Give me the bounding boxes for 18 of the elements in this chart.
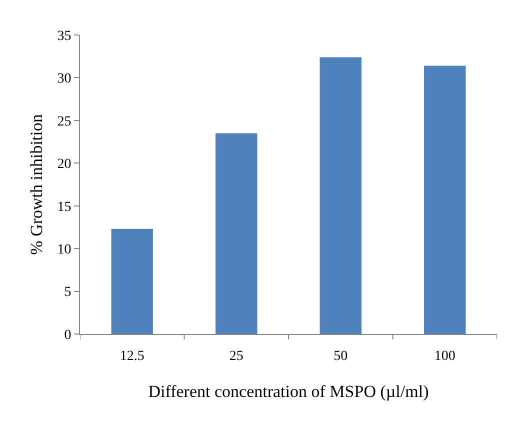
y-tick-label: 35 (57, 28, 72, 44)
y-tick-label: 10 (57, 242, 72, 258)
y-tick-label: 30 (57, 72, 72, 87)
x-axis-title: Different concentration of MSPO (µl/ml) (148, 382, 429, 402)
y-tick-label: 5 (64, 285, 72, 300)
y-tick-label: 0 (64, 328, 72, 343)
y-tick-label: 20 (57, 157, 72, 172)
y-axis-title: % Growth inhibition (26, 114, 46, 255)
bar (111, 228, 153, 334)
x-tick-label: 12.5 (120, 348, 144, 364)
bar (216, 133, 258, 334)
x-tick-label: 100 (434, 348, 456, 364)
x-tick-label: 25 (229, 348, 244, 364)
y-tick-label: 15 (57, 200, 72, 215)
bar (320, 57, 362, 334)
y-tick-label: 25 (57, 114, 72, 130)
x-tick-label: 50 (334, 348, 348, 364)
bar (424, 66, 466, 334)
